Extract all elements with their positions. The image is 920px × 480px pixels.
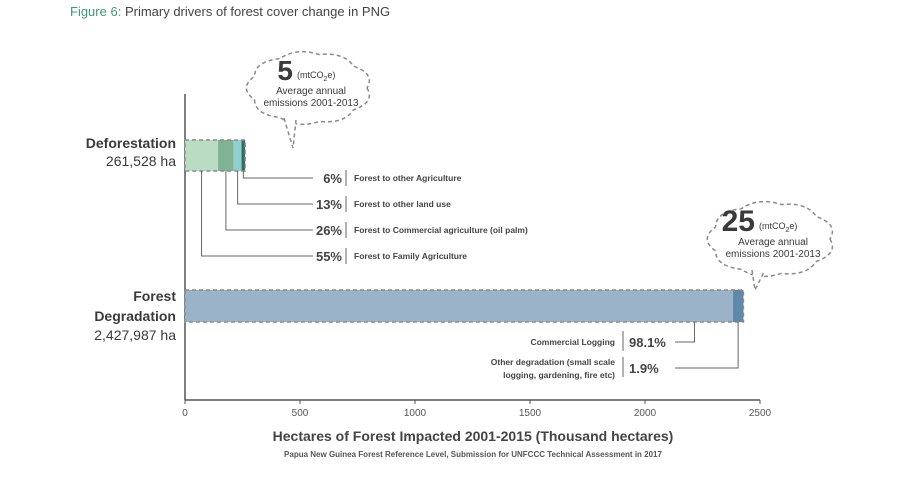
bar-segment	[218, 140, 234, 171]
emission-value: 5	[277, 55, 293, 86]
category-name: Degradation	[94, 308, 176, 324]
cloud-tail	[283, 117, 297, 149]
segment-percent: 26%	[316, 223, 342, 238]
segment-label: Forest to Commercial agriculture (oil pa…	[354, 225, 528, 235]
x-tick-label: 0	[182, 408, 188, 419]
bar-segment	[185, 140, 219, 171]
emission-unit-suffix: e)	[789, 221, 797, 231]
segment-percent: 6%	[323, 171, 342, 186]
segment-label: Forest to Family Agriculture	[354, 251, 467, 261]
emission-caption: emissions 2001-2013	[263, 98, 358, 109]
category-area: 2,427,987 ha	[94, 327, 176, 343]
segment-percent: 98.1%	[629, 335, 666, 350]
emission-unit-sub: 2	[786, 227, 790, 234]
bars-group	[184, 139, 745, 323]
emission-unit: (mtCO2e)	[759, 221, 797, 234]
category-area: 261,528 ha	[106, 153, 176, 169]
emission-unit-suffix: e)	[327, 70, 335, 80]
bar-segment	[233, 140, 242, 171]
bar-segment	[732, 290, 744, 322]
category-labels-group: Deforestation 261,528 ha Forest Degradation…	[86, 135, 177, 343]
cloud-outline	[245, 50, 371, 126]
leader-line	[675, 322, 695, 343]
leader-line	[675, 322, 739, 369]
cloud-tail	[751, 269, 765, 293]
figure-title: Figure 6: Primary drivers of forest cove…	[70, 4, 390, 19]
bar-segment	[241, 140, 246, 171]
bar-outline	[184, 139, 246, 172]
segment-label: Commercial Logging	[530, 337, 615, 347]
segment-percent: 1.9%	[629, 361, 659, 376]
emission-caption: Average annual	[276, 86, 346, 97]
leader-line	[242, 171, 313, 179]
figure-label: Figure 6:	[70, 4, 122, 19]
x-tick-label: 1500	[519, 408, 542, 419]
axis-group: 0 500 1000 1500 2000 2500 Hectares of Forest I…	[182, 94, 772, 459]
segment-percent: 13%	[316, 197, 342, 212]
category-name: Forest	[133, 288, 176, 304]
leader-line	[237, 171, 313, 205]
bar-segment	[185, 290, 733, 322]
emission-caption: emissions 2001-2013	[725, 249, 820, 260]
emission-unit-prefix: (mtCO	[759, 221, 786, 231]
emission-unit-sub: 2	[324, 76, 328, 83]
x-axis-label: Hectares of Forest Impacted 2001-2015 (T…	[273, 428, 674, 444]
callouts-group: 55% Forest to Family Agriculture 26% Forest…	[201, 170, 739, 380]
cloud-outline	[706, 200, 834, 278]
emission-unit-prefix: (mtCO	[297, 70, 324, 80]
segment-label: Forest to other land use	[354, 199, 451, 209]
x-tick-label: 1000	[404, 408, 427, 419]
emission-unit: (mtCO2e)	[297, 70, 335, 83]
source-note: Papua New Guinea Forest Reference Level,…	[284, 450, 662, 459]
emission-value: 25	[722, 205, 755, 238]
segment-label: Other degradation (small scale	[491, 357, 616, 367]
segment-percent: 55%	[316, 249, 342, 264]
segment-label: Forest to other Agriculture	[354, 173, 462, 183]
x-tick-label: 2500	[749, 408, 772, 419]
figure-title-text: Primary drivers of forest cover change i…	[124, 4, 391, 19]
category-name: Deforestation	[86, 135, 176, 151]
x-tick-label: 2000	[634, 408, 657, 419]
bar-outline	[184, 289, 745, 323]
leader-line	[201, 171, 313, 257]
emission-caption: Average annual	[738, 237, 808, 248]
leader-line	[225, 171, 313, 231]
x-tick-label: 500	[292, 408, 309, 419]
segment-label: logging, gardening, fire etc)	[503, 370, 615, 380]
